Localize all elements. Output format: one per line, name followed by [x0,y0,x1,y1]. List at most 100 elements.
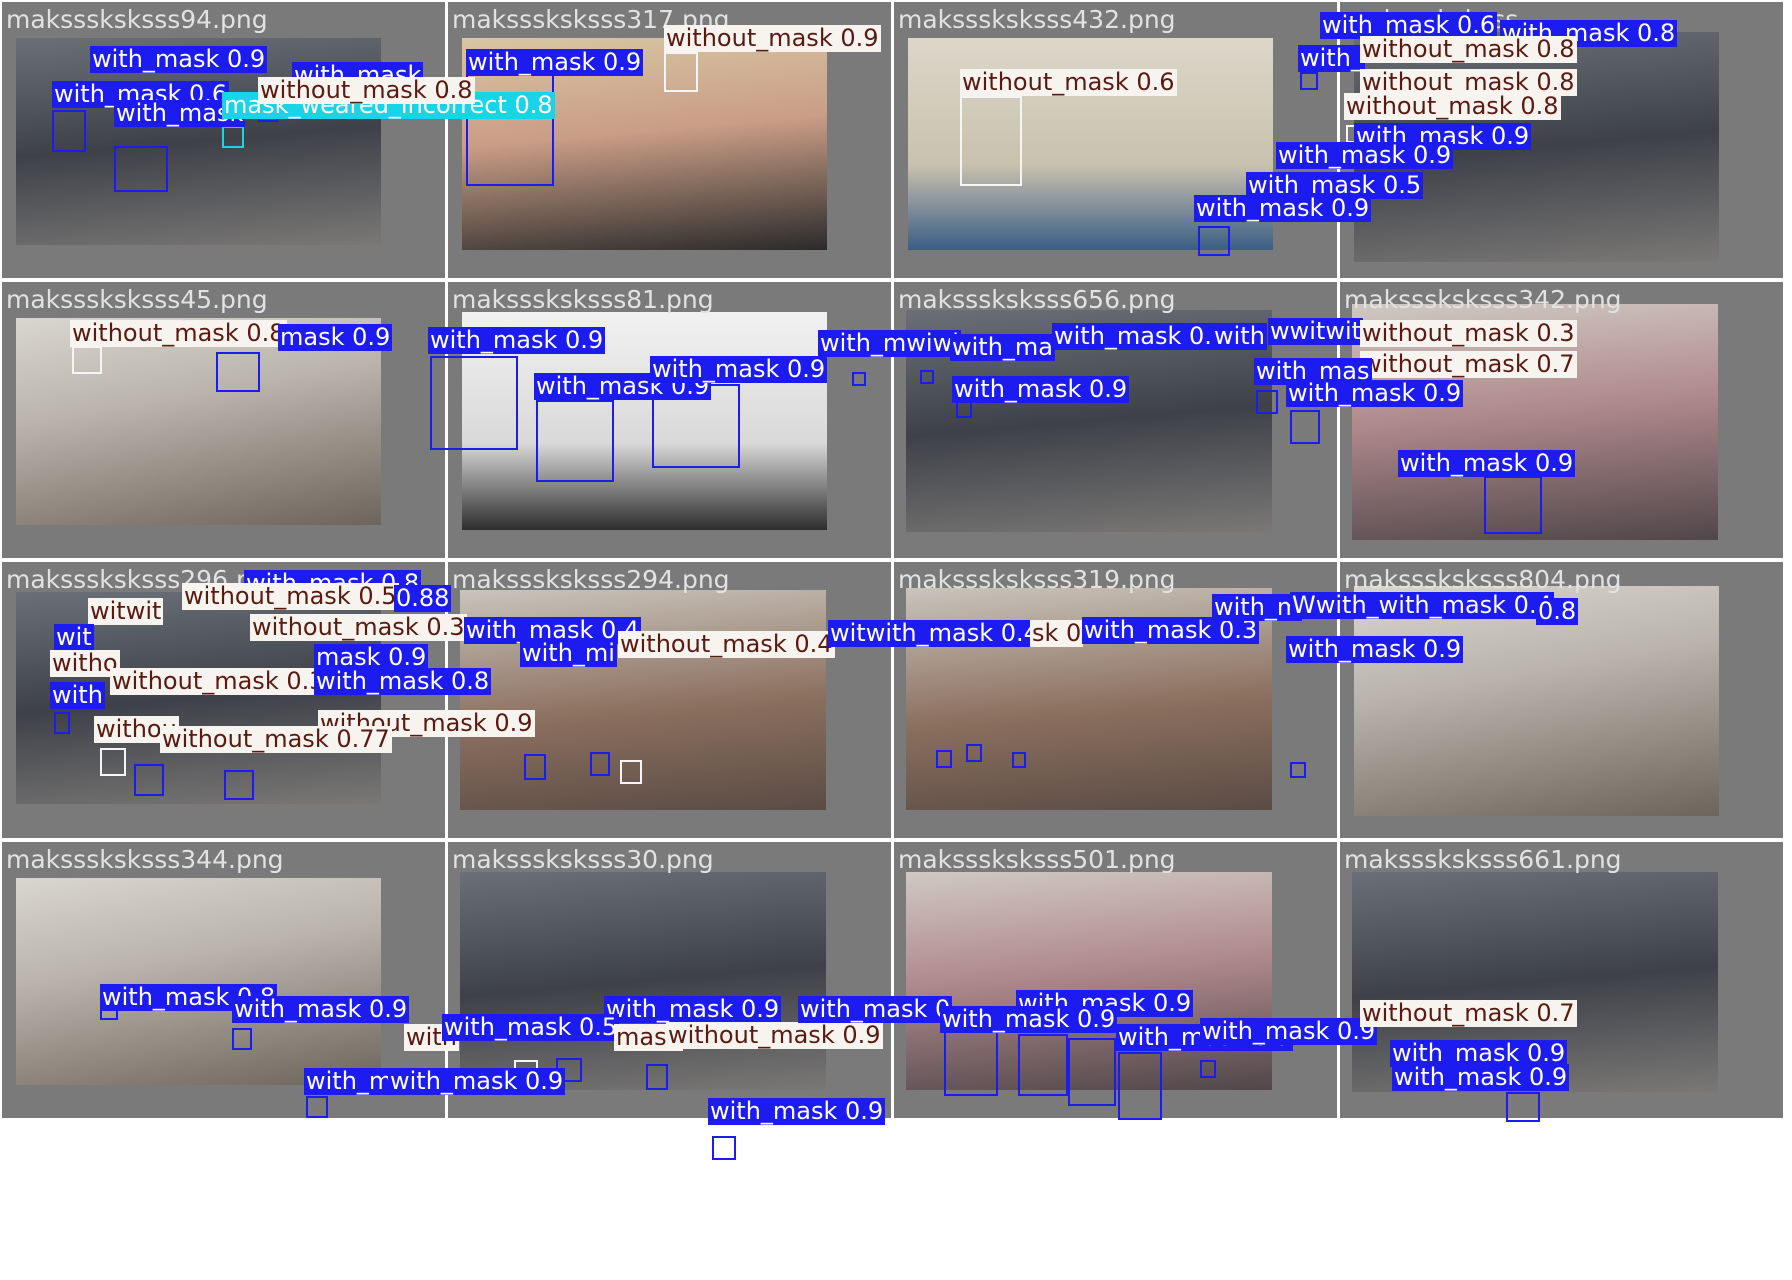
detection-image [16,318,381,525]
bounding-box-with-mask [1484,476,1542,534]
bounding-box-with-mask [944,1026,998,1096]
bounding-box-with-mask [536,400,614,482]
bounding-box-with-mask [1290,410,1320,444]
detection-label: wwitwit [1268,317,1364,345]
detection-image [906,872,1272,1090]
result-tile: maksssksksss804.png [1340,562,1783,838]
image-filename: maksssksksss294.png [452,565,730,594]
detection-label: without_mask 0.4 [618,630,835,658]
detection-label: with_mask 0. [1052,322,1214,350]
detection-label: with_mask 0.9 [388,1067,566,1095]
detection-label: without_mask 0.8 [258,76,475,104]
detection-label: with [50,681,105,709]
bounding-box-with-mask [920,370,934,384]
bounding-box-with-mask [852,372,866,386]
image-filename: maksssksksss661.png [1344,845,1622,874]
bounding-box-with-mask [232,1028,252,1050]
detection-label: with [1212,322,1267,350]
detection-label: without_mask 0.9 [664,24,881,52]
detection-label: 0.88 [394,584,452,612]
detection-label: without_mask 0.5 [182,582,399,610]
detection-label: with_mask 0 [798,995,953,1023]
detection-label: with_mask 0.9 [952,375,1130,403]
detection-label: with_mask 0.3 [1082,616,1260,644]
detection-label: with_mask 0.9 [1276,141,1454,169]
detection-label: with_mask 0.8 [314,667,492,695]
detection-label: with_mask 0.9 [708,1097,886,1125]
bounding-box-with-mask [966,744,982,762]
bounding-box-without-mask [100,748,126,776]
detection-label: without_mask 0.8 [1360,68,1577,96]
detection-label: with_mi [520,639,617,667]
bounding-box-without-mask [664,52,698,92]
bounding-box-without-mask [72,346,102,374]
image-filename: maksssksksss804.png [1344,565,1622,594]
image-filename: maksssksksss656.png [898,285,1176,314]
detection-label: witwit [88,597,164,625]
detection-label: mask 0.9 [314,643,429,671]
image-filename: maksssksksss501.png [898,845,1176,874]
detection-label: with_ma [950,333,1056,361]
detection-label: with_mask 0.6 [1320,11,1498,39]
bounding-box-with-mask [1200,1060,1216,1078]
bounding-box-with-mask [1300,72,1318,90]
bounding-box-with-mask [52,110,86,152]
bounding-box-with-mask [1018,1034,1068,1096]
detection-label: with_mask 0.9 [1286,379,1464,407]
bounding-box-without-mask [960,96,1022,186]
bounding-box-mask-weared-incorrect [222,126,244,148]
image-filename: maksssksksss94.png [6,5,268,34]
image-filename: maksssksksss30.png [452,845,714,874]
result-tile: maksssksksss294.png [448,562,891,838]
bounding-box-with-mask [936,750,952,768]
detection-label: 0.8 [1536,597,1579,625]
detection-label: without_mask 0.8 [70,319,287,347]
bounding-box-with-mask [712,1136,736,1160]
detection-label: wit [54,623,94,651]
detection-label: sk 0 [1030,619,1084,647]
detection-label: without_mask 0.9 [666,1021,883,1049]
detection-label: with_mask 0.9 [232,995,410,1023]
detection-label: with_mask 0.5 [442,1013,620,1041]
detection-image [16,878,381,1085]
detection-label: without_mask 0.8 [1360,35,1577,63]
detection-label: with_mask 0.9 [1200,1017,1378,1045]
detection-label: with_mask 0.9 [1398,449,1576,477]
detection-label: without_mask 0.3 [110,667,327,695]
detection-label: without_mask 0.3 [250,613,467,641]
detection-label: with_mwiwi [818,329,961,357]
detection-label: with_mask 0.9 [940,1005,1118,1033]
detection-label: with_mask 0.4 [464,616,642,644]
image-filename: maksssksksss45.png [6,285,268,314]
detection-label: without_mask 0.9 [318,709,535,737]
detection-label: with_m [1212,593,1303,621]
result-tile: maksssksksss344.png [2,842,445,1118]
detection-label: with_mask 0.9 [428,326,606,354]
detection-label: without_mask 0.7 [1360,350,1577,378]
bounding-box-with-mask [54,712,70,734]
detection-label: with_mask 0.9 [90,45,268,73]
bounding-box-with-mask [306,1096,328,1118]
bounding-box-with-mask [1198,226,1230,256]
detection-label: mask 0.9 [278,323,393,351]
detection-label: Wwith_with_mask 0.4 [1290,591,1554,619]
detection-label: witwith_mask 0.4 [828,619,1041,647]
detection-label: witho [50,649,120,677]
bounding-box-with-mask [1290,762,1306,778]
detection-label: with_mask 0.9 [1194,194,1372,222]
detection-label: with_mask 0.9 [604,995,782,1023]
detection-label: without_mask 0.8 [1344,92,1561,120]
image-filename: maksssksksss344.png [6,845,284,874]
image-filename: maksssksksss81.png [452,285,714,314]
bounding-box-with-mask [430,356,518,450]
detection-label: without_mask 0.3 [1360,319,1577,347]
detection-label: without_mask 0.77 [160,725,392,753]
bounding-box-with-mask [1256,390,1278,414]
bounding-box-with-mask [224,770,254,800]
image-filename: maksssksksss432.png [898,5,1176,34]
bounding-box-with-mask [1118,1052,1162,1120]
bounding-box-with-mask [1068,1038,1116,1106]
detection-label: with_mask 0.9 [1286,635,1464,663]
detection-label: with_ [1298,44,1365,72]
